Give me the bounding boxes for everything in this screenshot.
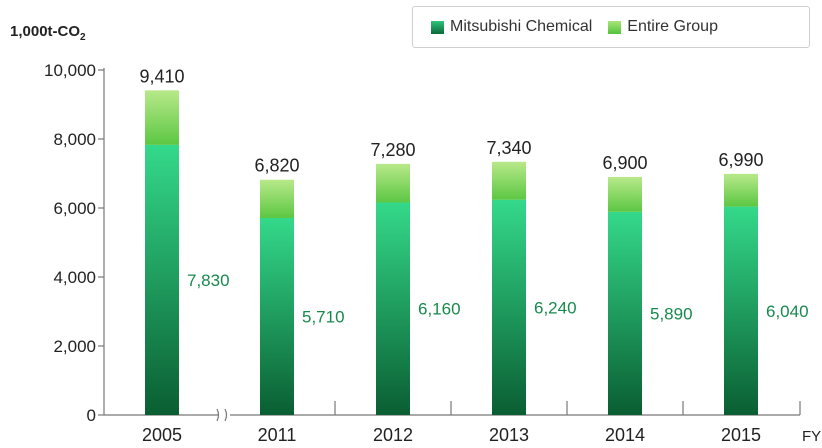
y-tick-label: 2,000 xyxy=(53,337,96,356)
legend-item-entire-group: Entire Group xyxy=(608,18,718,36)
mitsubishi-chemical-value-label: 6,240 xyxy=(534,298,577,317)
mitsubishi-chemical-value-label: 5,890 xyxy=(650,304,693,323)
y-tick-label: 8,000 xyxy=(53,130,96,149)
total-value-label: 6,900 xyxy=(602,153,647,173)
bar-mitsubishi-chemical xyxy=(492,199,526,415)
total-value-label: 7,280 xyxy=(370,140,415,160)
legend-swatch-mitsubishi-chemical xyxy=(431,20,444,34)
y-tick-label: 6,000 xyxy=(53,199,96,218)
legend-label-entire-group: Entire Group xyxy=(627,18,718,35)
y-tick-label: 0 xyxy=(87,406,96,425)
total-value-label: 9,410 xyxy=(139,66,184,86)
bar-entire-group xyxy=(492,161,526,200)
x-tick-label: 2012 xyxy=(373,425,413,445)
mitsubishi-chemical-value-label: 7,830 xyxy=(187,271,230,290)
bar-entire-group xyxy=(145,90,179,145)
x-tick-label: 2005 xyxy=(142,425,182,445)
bar-entire-group xyxy=(608,176,642,212)
total-value-label: 6,820 xyxy=(254,156,299,176)
bar-entire-group xyxy=(260,179,294,219)
bar-entire-group xyxy=(724,173,758,207)
legend-swatch-entire-group xyxy=(608,20,622,34)
bar-mitsubishi-chemical xyxy=(608,211,642,415)
y-axis-unit-label: 1,000t-CO2 xyxy=(10,23,86,43)
x-tick-label: 2013 xyxy=(489,425,529,445)
mitsubishi-chemical-value-label: 6,160 xyxy=(418,300,461,319)
legend-item-mitsubishi-chemical: Mitsubishi Chemical xyxy=(431,18,592,36)
axis-break-mark xyxy=(224,408,228,422)
bars xyxy=(145,90,758,416)
y-tick-label: 10,000 xyxy=(44,61,96,80)
bar-entire-group xyxy=(376,163,410,203)
total-value-label: 7,340 xyxy=(486,138,531,158)
legend: Mitsubishi Chemical Entire Group xyxy=(412,6,810,48)
axes: 0 2,000 4,000 6,000 8,000 10,000 xyxy=(44,61,801,425)
legend-label-mitsubishi-chemical: Mitsubishi Chemical xyxy=(450,18,593,35)
axis-break-mark xyxy=(216,408,220,422)
axis-break-gap xyxy=(218,409,230,421)
bar-mitsubishi-chemical xyxy=(260,218,294,415)
labels: 9,410 7,830 2005 6,820 5,710 2011 7,280 6,160 20… xyxy=(139,66,821,445)
bar-mitsubishi-chemical xyxy=(145,144,179,416)
total-value-label: 6,990 xyxy=(718,150,763,170)
x-tick-label: 2015 xyxy=(721,425,761,445)
y-tick-label: 4,000 xyxy=(53,268,96,287)
mitsubishi-chemical-value-label: 5,710 xyxy=(302,308,345,327)
bar-mitsubishi-chemical xyxy=(376,202,410,415)
x-axis-label: FY xyxy=(802,428,821,445)
x-tick-label: 2011 xyxy=(258,425,297,445)
bar-mitsubishi-chemical xyxy=(724,206,758,415)
mitsubishi-chemical-value-label: 6,040 xyxy=(766,302,809,321)
x-tick-label: 2014 xyxy=(605,425,645,445)
